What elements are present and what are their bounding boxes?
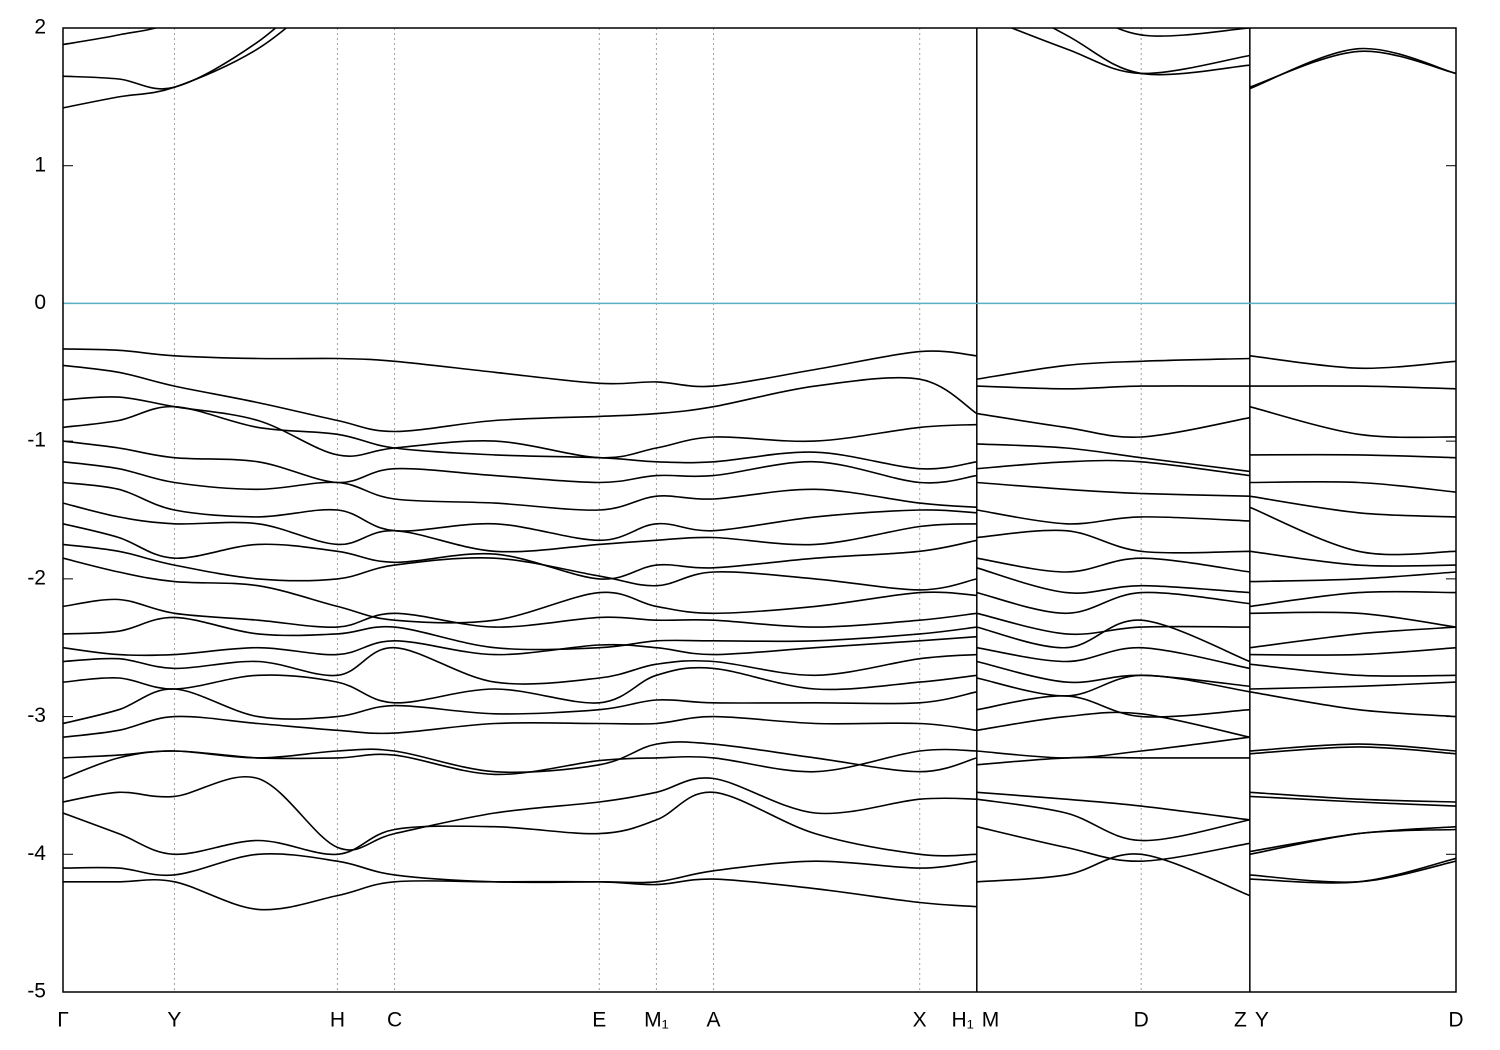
band-line <box>63 348 1456 388</box>
x-tick-label: H₁ <box>952 1009 974 1032</box>
x-tick-label: E <box>592 1009 606 1032</box>
y-tick-label: -4 <box>27 842 46 865</box>
x-tick-label: Y <box>167 1009 181 1032</box>
x-tick-label: H <box>330 1009 345 1032</box>
band-line <box>63 776 1456 853</box>
band-line <box>63 481 1456 556</box>
y-tick-label: 2 <box>34 16 46 39</box>
x-tick-label: D <box>1448 1009 1463 1032</box>
grid-layer <box>62 27 1457 993</box>
band-line <box>63 666 1456 718</box>
band-line <box>63 557 1456 628</box>
y-tick-label: -3 <box>27 704 46 727</box>
band-line <box>63 461 1456 518</box>
x-tick-label: Y <box>1255 1009 1269 1032</box>
y-tick-label: -2 <box>27 566 46 589</box>
x-tick-label: Z <box>1234 1009 1247 1032</box>
band-line <box>63 853 1456 911</box>
band-line <box>63 688 1456 752</box>
band-line <box>63 440 1456 493</box>
x-tick-label: M <box>982 1009 1000 1032</box>
band-line <box>63 502 1456 567</box>
plot-frame <box>62 27 1457 993</box>
y-tick-label: -1 <box>27 429 46 452</box>
y-tick-label: 0 <box>34 291 46 314</box>
x-tick-label: A <box>707 1009 721 1032</box>
band-line <box>63 523 1456 583</box>
band-line <box>63 635 1456 677</box>
band-line <box>63 616 1456 663</box>
band-line <box>63 405 1456 473</box>
band-layer <box>63 28 1456 911</box>
y-tick-label: 1 <box>34 153 46 176</box>
x-tick-label: C <box>387 1009 402 1032</box>
band-line <box>63 28 1250 109</box>
band-line <box>63 28 1456 90</box>
band-line <box>63 28 1456 90</box>
x-tick-label: M₁ <box>644 1009 669 1032</box>
band-line <box>63 825 1456 884</box>
band-line <box>63 791 1456 857</box>
band-line <box>63 736 1456 803</box>
band-line <box>63 364 1456 433</box>
x-tick-label: Γ <box>57 1009 69 1032</box>
x-tick-label: D <box>1134 1009 1149 1032</box>
y-tick-label: -5 <box>27 980 46 1003</box>
band-line <box>63 748 1456 807</box>
band-line <box>63 543 1456 608</box>
x-tick-label: X <box>913 1009 927 1032</box>
band-line <box>63 646 1456 690</box>
band-line <box>63 711 1456 755</box>
